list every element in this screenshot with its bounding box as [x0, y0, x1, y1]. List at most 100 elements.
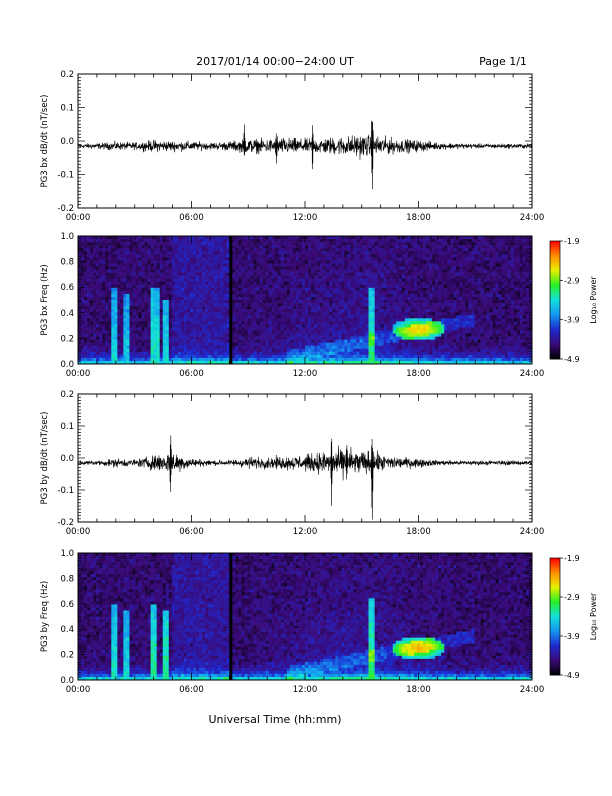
- heatmap-cell: [208, 266, 211, 269]
- heatmap-cell: [139, 297, 142, 300]
- heatmap-cell: [117, 270, 120, 273]
- heatmap-cell: [347, 248, 350, 251]
- heatmap-cell: [157, 236, 160, 239]
- heatmap-cell: [105, 318, 108, 321]
- heatmap-cell: [126, 285, 129, 288]
- heatmap-cell: [299, 297, 302, 300]
- heatmap-cell: [347, 334, 350, 337]
- heatmap-cell: [275, 291, 278, 294]
- heatmap-cell: [251, 312, 254, 315]
- heatmap-cell: [414, 355, 417, 358]
- heatmap-cell: [111, 337, 114, 340]
- heatmap-cell: [154, 340, 157, 343]
- heatmap-cell: [299, 349, 302, 352]
- heatmap-cell: [299, 309, 302, 312]
- heatmap-cell: [160, 248, 163, 251]
- heatmap-cell: [290, 245, 293, 248]
- heatmap-cell: [193, 300, 196, 303]
- heatmap-cell: [275, 321, 278, 324]
- heatmap-cell: [338, 285, 341, 288]
- heatmap-cell: [426, 291, 429, 294]
- heatmap-cell: [402, 340, 405, 343]
- heatmap-cell: [178, 343, 181, 346]
- heatmap-cell: [356, 312, 359, 315]
- heatmap-cell: [417, 288, 420, 291]
- heatmap-cell: [87, 303, 90, 306]
- heatmap-cell: [372, 236, 375, 239]
- heatmap-cell: [353, 248, 356, 251]
- heatmap-cell: [99, 337, 102, 340]
- heatmap-cell: [356, 334, 359, 337]
- heatmap-cell: [372, 291, 375, 294]
- heatmap-cell: [211, 327, 214, 330]
- heatmap-cell: [160, 239, 163, 242]
- heatmap-cell: [290, 297, 293, 300]
- heatmap-cell: [102, 358, 105, 361]
- heatmap-cell: [281, 248, 284, 251]
- heatmap-cell: [287, 263, 290, 266]
- heatmap-cell: [263, 330, 266, 333]
- heatmap-cell: [81, 349, 84, 352]
- heatmap-cell: [178, 288, 181, 291]
- heatmap-cell: [87, 266, 90, 269]
- heatmap-cell: [363, 334, 366, 337]
- heatmap-cell: [160, 266, 163, 269]
- heatmap-cell: [111, 294, 114, 297]
- heatmap-cell: [272, 324, 275, 327]
- heatmap-cell: [338, 260, 341, 263]
- heatmap-cell: [353, 251, 356, 254]
- heatmap-cell: [229, 242, 232, 245]
- heatmap-cell: [275, 358, 278, 361]
- heatmap-cell: [257, 245, 260, 248]
- heatmap-cell: [411, 245, 414, 248]
- heatmap-cell: [326, 291, 329, 294]
- heatmap-cell: [111, 321, 114, 324]
- heatmap-cell: [184, 239, 187, 242]
- heatmap-cell: [387, 251, 390, 254]
- heatmap-cell: [238, 291, 241, 294]
- heatmap-cell: [384, 297, 387, 300]
- heatmap-cell: [211, 279, 214, 282]
- heatmap-cell: [281, 349, 284, 352]
- heatmap-cell: [136, 257, 139, 260]
- heatmap-cell: [323, 346, 326, 349]
- heatmap-cell: [411, 349, 414, 352]
- heatmap-cell: [417, 263, 420, 266]
- heatmap-cell: [196, 303, 199, 306]
- heatmap-cell: [311, 330, 314, 333]
- heatmap-cell: [375, 318, 378, 321]
- heatmap-cell: [235, 291, 238, 294]
- heatmap-cell: [372, 334, 375, 337]
- heatmap-cell: [142, 294, 145, 297]
- heatmap-cell: [344, 251, 347, 254]
- heatmap-cell: [145, 282, 148, 285]
- heatmap-cell: [132, 260, 135, 263]
- heatmap-cell: [99, 257, 102, 260]
- heatmap-cell: [123, 260, 126, 263]
- heatmap-cell: [387, 300, 390, 303]
- heatmap-cell: [84, 309, 87, 312]
- heatmap-cell: [335, 294, 338, 297]
- heatmap-cell: [290, 254, 293, 257]
- heatmap-cell: [111, 288, 114, 291]
- heatmap-cell: [390, 248, 393, 251]
- heatmap-cell: [254, 257, 257, 260]
- heatmap-cell: [272, 266, 275, 269]
- heatmap-cell: [157, 346, 160, 349]
- heatmap-cell: [123, 242, 126, 245]
- heatmap-cell: [175, 260, 178, 263]
- heatmap-cell: [136, 248, 139, 251]
- heatmap-cell: [199, 294, 202, 297]
- heatmap-cell: [417, 309, 420, 312]
- heatmap-cell: [84, 324, 87, 327]
- heatmap-cell: [99, 306, 102, 309]
- heatmap-cell: [205, 236, 208, 239]
- heatmap-cell: [120, 343, 123, 346]
- heatmap-cell: [154, 260, 157, 263]
- heatmap-cell: [254, 337, 257, 340]
- heatmap-cell: [359, 254, 362, 257]
- heatmap-cell: [269, 358, 272, 361]
- heatmap-cell: [399, 266, 402, 269]
- heatmap-cell: [341, 315, 344, 318]
- heatmap-cell: [302, 276, 305, 279]
